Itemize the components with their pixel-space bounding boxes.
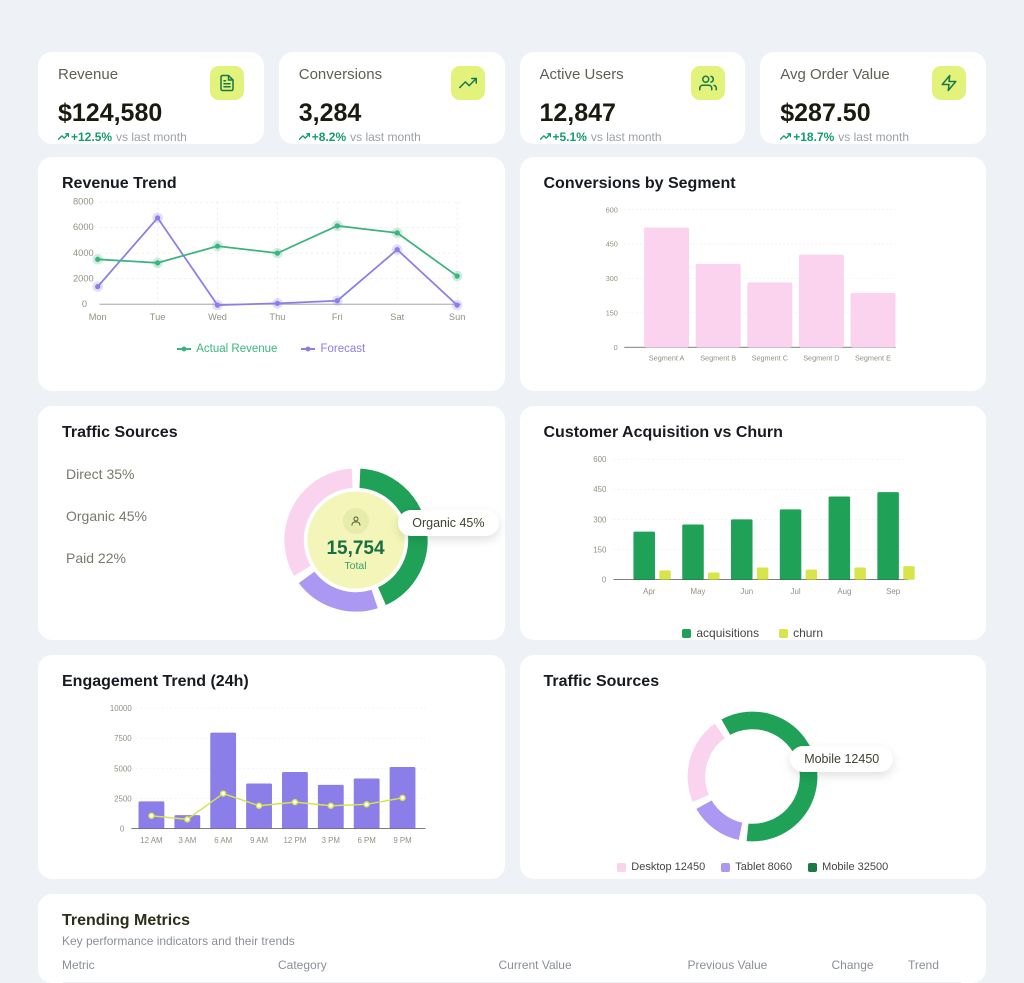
svg-text:3 AM: 3 AM bbox=[178, 836, 196, 845]
svg-text:450: 450 bbox=[593, 485, 607, 494]
svg-text:Apr: Apr bbox=[643, 587, 656, 596]
svg-text:600: 600 bbox=[593, 455, 607, 464]
svg-text:600: 600 bbox=[605, 205, 617, 214]
svg-text:150: 150 bbox=[605, 308, 617, 317]
svg-text:Jul: Jul bbox=[790, 587, 800, 596]
svg-text:Segment B: Segment B bbox=[700, 353, 736, 362]
svg-text:Thu: Thu bbox=[269, 312, 285, 322]
svg-text:Segment E: Segment E bbox=[855, 353, 891, 362]
svg-text:8000: 8000 bbox=[73, 197, 94, 207]
svg-text:12 AM: 12 AM bbox=[140, 836, 162, 845]
svg-text:6 PM: 6 PM bbox=[357, 836, 375, 845]
svg-text:Segment A: Segment A bbox=[648, 353, 684, 362]
svg-text:3 PM: 3 PM bbox=[322, 836, 340, 845]
svg-text:300: 300 bbox=[593, 515, 607, 524]
svg-text:Tue: Tue bbox=[150, 312, 166, 322]
svg-text:2500: 2500 bbox=[114, 794, 132, 803]
svg-text:9 PM: 9 PM bbox=[393, 836, 411, 845]
svg-text:0: 0 bbox=[82, 299, 87, 309]
svg-text:Aug: Aug bbox=[837, 587, 851, 596]
svg-text:Jun: Jun bbox=[740, 587, 753, 596]
svg-text:May: May bbox=[690, 587, 705, 596]
svg-text:0: 0 bbox=[613, 343, 617, 352]
svg-text:9 AM: 9 AM bbox=[250, 836, 268, 845]
svg-text:Sat: Sat bbox=[390, 312, 404, 322]
svg-text:6 AM: 6 AM bbox=[214, 836, 232, 845]
svg-text:Fri: Fri bbox=[332, 312, 343, 322]
svg-text:Sep: Sep bbox=[886, 587, 901, 596]
svg-text:Sun: Sun bbox=[449, 312, 465, 322]
svg-text:12 PM: 12 PM bbox=[284, 836, 307, 845]
svg-text:0: 0 bbox=[601, 576, 606, 585]
svg-text:7500: 7500 bbox=[114, 734, 132, 743]
svg-text:10000: 10000 bbox=[110, 704, 133, 713]
svg-text:Wed: Wed bbox=[208, 312, 227, 322]
svg-text:5000: 5000 bbox=[114, 764, 132, 773]
svg-text:Mon: Mon bbox=[89, 312, 107, 322]
svg-text:Segment C: Segment C bbox=[751, 353, 787, 362]
svg-text:150: 150 bbox=[593, 545, 607, 554]
svg-text:6000: 6000 bbox=[73, 222, 94, 232]
svg-text:0: 0 bbox=[120, 825, 125, 834]
svg-text:Segment D: Segment D bbox=[803, 353, 839, 362]
svg-text:450: 450 bbox=[605, 240, 617, 249]
svg-text:300: 300 bbox=[605, 274, 617, 283]
svg-text:2000: 2000 bbox=[73, 273, 94, 283]
svg-text:4000: 4000 bbox=[73, 248, 94, 258]
